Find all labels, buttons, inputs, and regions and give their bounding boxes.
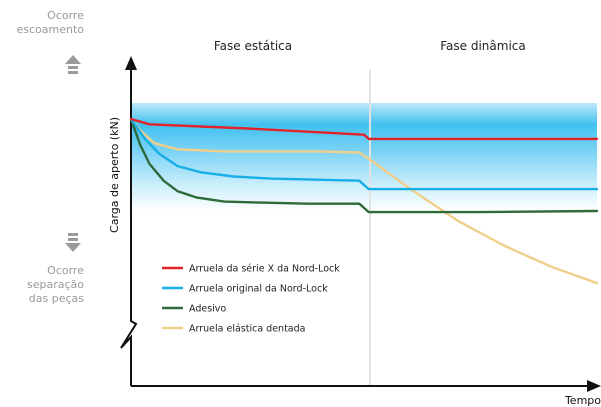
x-axis-arrow [587, 380, 601, 392]
yield-annotation-line-2: escoamento [16, 23, 84, 36]
legend-label-1: Arruela original da Nord-Lock [189, 284, 328, 295]
series-line-2 [129, 117, 599, 214]
legend-label-2: Adesivo [189, 304, 226, 315]
separation-annotation-line-2: separação [26, 278, 84, 291]
yield-annotation-line-1: Ocorre [47, 9, 84, 22]
y-axis-label: Carga de aperto (kN) [108, 117, 121, 233]
series-line-1 [129, 117, 599, 191]
y-axis [120, 66, 138, 386]
yield-annotation: Ocorre escoamento [0, 9, 84, 37]
series-line-3 [129, 117, 599, 285]
phase-label-static: Fase estática [214, 39, 292, 53]
separation-annotation-line-3: das peças [28, 292, 84, 305]
legend: Arruela da série X da Nord-Lock Arruela o… [162, 264, 340, 335]
down-arrow-icon [65, 233, 81, 252]
separation-annotation: Ocorre separação das peças [0, 264, 84, 306]
y-axis-arrow [125, 56, 137, 70]
phase-label-dynamic: Fase dinâmica [440, 39, 526, 53]
legend-label-0: Arruela da série X da Nord-Lock [189, 264, 340, 275]
x-axis-label: Tempo [564, 394, 601, 407]
legend-label-3: Arruela elástica dentada [189, 324, 305, 335]
up-arrow-icon [65, 55, 81, 74]
separation-annotation-line-1: Ocorre [47, 264, 84, 277]
series-line-0 [129, 117, 599, 141]
